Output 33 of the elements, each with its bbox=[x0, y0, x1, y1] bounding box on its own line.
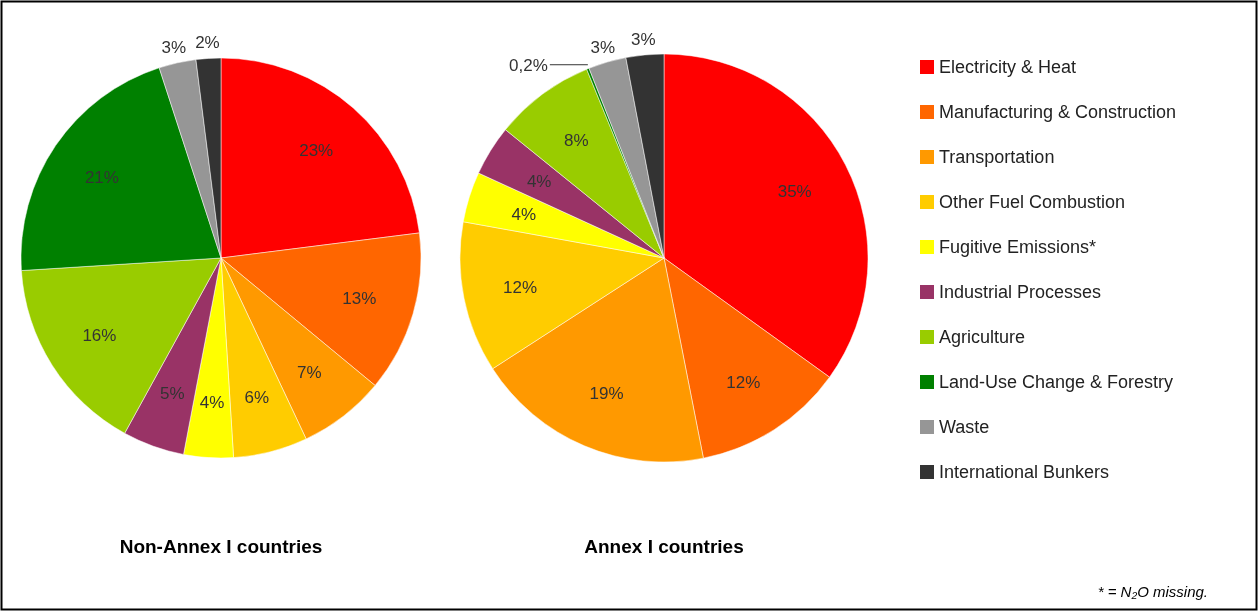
legend-label: Other Fuel Combustion bbox=[939, 192, 1126, 213]
legend-label: Electricity & Heat bbox=[939, 57, 1077, 78]
legend-label: Industrial Processes bbox=[939, 282, 1102, 303]
legend-label: Manufacturing & Construction bbox=[939, 102, 1177, 123]
slice-label: Annex I countries bbox=[584, 536, 744, 557]
data-label: 19% bbox=[589, 384, 624, 404]
data-label: 4% bbox=[526, 171, 552, 191]
data-label: 23% bbox=[299, 140, 334, 160]
data-label: 13% bbox=[342, 289, 377, 309]
data-label: 12% bbox=[726, 372, 761, 392]
data-label: 21% bbox=[84, 168, 119, 188]
data-label: 16% bbox=[82, 326, 117, 346]
data-label: 3% bbox=[161, 38, 187, 58]
legend-label: Transportation bbox=[939, 147, 1055, 168]
data-label: 5% bbox=[159, 384, 185, 404]
slice-label: Non-Annex I countries bbox=[119, 536, 323, 557]
data-label: 2% bbox=[195, 33, 220, 53]
data-label: 7% bbox=[296, 362, 322, 382]
legend-label: Waste bbox=[939, 417, 990, 438]
data-label: 3% bbox=[631, 29, 656, 49]
data-label: 6% bbox=[244, 388, 270, 408]
legend-label: Fugitive Emissions* bbox=[939, 237, 1097, 258]
data-label: 35% bbox=[777, 181, 812, 201]
legend-label: Agriculture bbox=[939, 327, 1026, 348]
legend-label: Land-Use Change & Forestry bbox=[939, 372, 1174, 393]
legend-label: International Bunkers bbox=[939, 462, 1110, 483]
text: * = N₂O missing. bbox=[1097, 583, 1208, 600]
data-label: 8% bbox=[564, 131, 589, 151]
data-label: 4% bbox=[199, 392, 225, 412]
data-label: 0,2% bbox=[509, 55, 548, 75]
data-label: 3% bbox=[590, 37, 616, 57]
data-label: 12% bbox=[502, 277, 537, 297]
data-label: 4% bbox=[511, 204, 537, 224]
